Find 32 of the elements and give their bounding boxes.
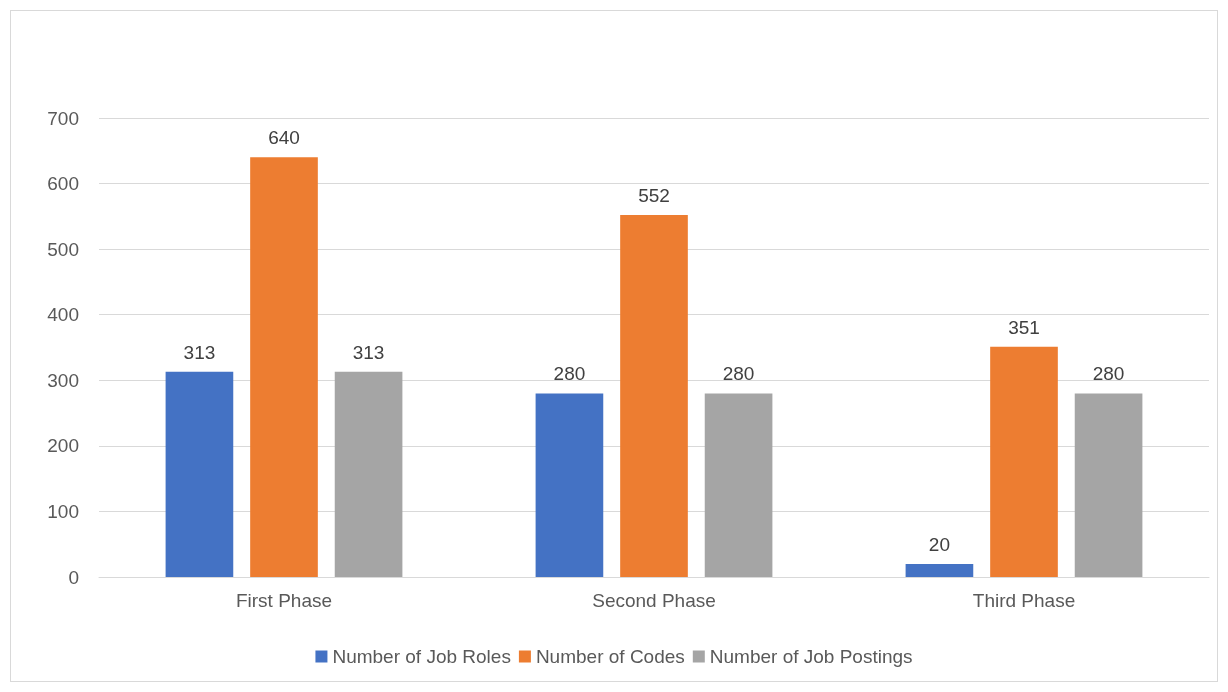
x-tick-label: First Phase xyxy=(235,590,333,611)
y-tick-label: 300 xyxy=(47,369,79,391)
bar xyxy=(704,393,773,577)
data-label: 280 xyxy=(722,363,755,385)
legend-label: Number of Codes xyxy=(535,646,685,667)
bar xyxy=(905,563,974,577)
data-label: 280 xyxy=(553,363,586,385)
bar xyxy=(250,157,318,577)
x-tick-label: Third Phase xyxy=(972,590,1076,611)
bar xyxy=(535,393,604,577)
bar xyxy=(165,371,234,577)
legend-label: Number of Job Roles xyxy=(332,646,511,667)
x-tick-label: Second Phase xyxy=(592,590,716,611)
data-label: 20 xyxy=(928,533,950,555)
y-tick-label: 100 xyxy=(47,500,79,522)
data-label: 313 xyxy=(183,341,216,363)
bar xyxy=(334,371,403,577)
data-label: 552 xyxy=(638,185,670,207)
bar xyxy=(1074,393,1143,577)
y-tick-label: 600 xyxy=(47,173,79,195)
y-tick-label: 400 xyxy=(47,304,79,326)
data-label: 640 xyxy=(268,127,300,149)
bar xyxy=(990,346,1058,577)
legend-label: Number of Job Postings xyxy=(709,646,913,667)
y-tick-label: 200 xyxy=(47,435,79,457)
y-tick-label: 500 xyxy=(47,238,79,260)
data-label: 351 xyxy=(1008,316,1040,338)
data-label: 280 xyxy=(1092,363,1125,385)
y-tick-label: 700 xyxy=(47,107,79,129)
y-tick-label: 0 xyxy=(68,566,79,588)
bar xyxy=(620,215,688,577)
data-label: 313 xyxy=(352,341,385,363)
